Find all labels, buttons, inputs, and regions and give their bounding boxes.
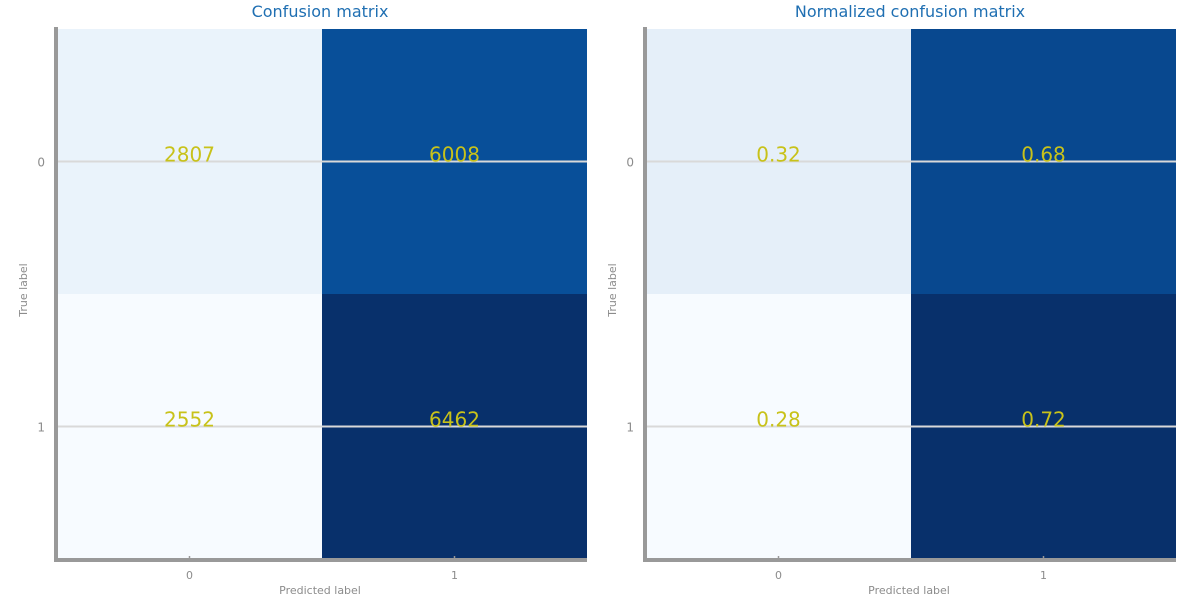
- cell-value-label: 2807: [164, 143, 215, 167]
- x-axis-label: Predicted label: [279, 584, 361, 597]
- cell-value-label: 0.28: [756, 408, 801, 432]
- x-tick-label: 0: [186, 569, 193, 582]
- cell-value-label: 6462: [429, 408, 480, 432]
- x-tick-label: 1: [451, 569, 458, 582]
- chart-panel-1: 2807 6008 2552 6462 0 1 0 1 Confusion matrix Pred…: [17, 2, 587, 597]
- y-tick-label: 0: [37, 156, 45, 170]
- x-axis-label: Predicted label: [868, 584, 950, 597]
- chart-panel-2: 0.32 0.68 0.28 0.72 0 1 0 1 Normalized confusion…: [606, 2, 1176, 597]
- cell-value-label: 0.72: [1021, 408, 1066, 432]
- chart-title: Confusion matrix: [252, 2, 389, 21]
- y-tick-label: 0: [626, 156, 634, 170]
- cell-value-label: 2552: [164, 408, 215, 432]
- y-axis-label: True label: [17, 263, 30, 317]
- y-tick-label: 1: [626, 421, 634, 435]
- cell-value-label: 6008: [429, 143, 480, 167]
- cell-value-label: 0.68: [1021, 143, 1066, 167]
- cell-value-label: 0.32: [756, 143, 801, 167]
- chart-title: Normalized confusion matrix: [795, 2, 1025, 21]
- y-axis-label: True label: [606, 263, 619, 317]
- x-tick-label: 1: [1040, 569, 1047, 582]
- y-tick-label: 1: [37, 421, 45, 435]
- x-tick-label: 0: [775, 569, 782, 582]
